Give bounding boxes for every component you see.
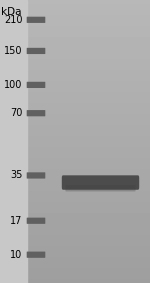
Text: 150: 150 bbox=[4, 46, 22, 56]
FancyBboxPatch shape bbox=[27, 82, 45, 88]
Text: 10: 10 bbox=[10, 250, 22, 260]
FancyBboxPatch shape bbox=[62, 175, 139, 190]
Text: 35: 35 bbox=[10, 170, 22, 181]
FancyBboxPatch shape bbox=[27, 218, 45, 224]
Text: 17: 17 bbox=[10, 216, 22, 226]
Text: 70: 70 bbox=[10, 108, 22, 118]
FancyBboxPatch shape bbox=[27, 252, 45, 258]
Text: kDa: kDa bbox=[2, 7, 22, 17]
FancyBboxPatch shape bbox=[65, 185, 136, 192]
FancyBboxPatch shape bbox=[27, 48, 45, 54]
Text: 100: 100 bbox=[4, 80, 22, 90]
FancyBboxPatch shape bbox=[27, 17, 45, 23]
FancyBboxPatch shape bbox=[27, 172, 45, 179]
Bar bbox=[0, 0, 27, 283]
Text: 210: 210 bbox=[4, 15, 22, 25]
FancyBboxPatch shape bbox=[27, 110, 45, 116]
